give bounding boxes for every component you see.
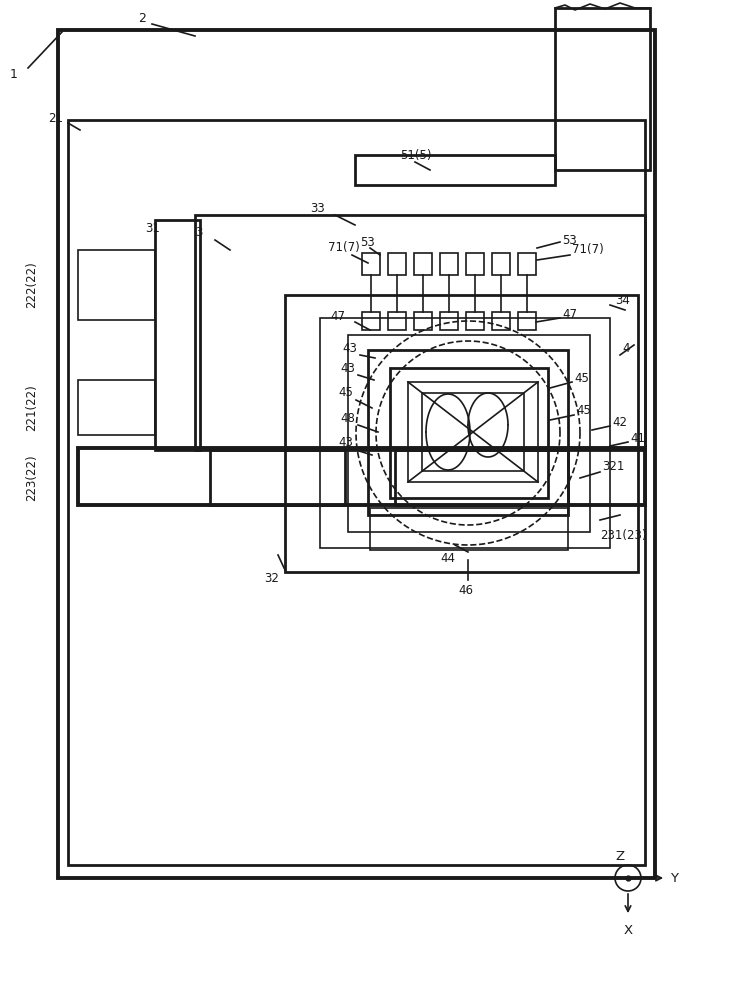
Bar: [78, 380, 155, 435]
Text: 71(7): 71(7): [328, 241, 360, 254]
Bar: [440, 312, 458, 330]
Bar: [195, 215, 645, 450]
Bar: [362, 312, 380, 330]
Text: 43: 43: [342, 342, 357, 355]
Text: 21: 21: [48, 111, 63, 124]
Bar: [408, 382, 538, 482]
Text: 45: 45: [576, 403, 591, 416]
Bar: [348, 335, 590, 532]
Bar: [78, 250, 155, 320]
Bar: [320, 318, 610, 548]
Text: 53: 53: [360, 235, 374, 248]
Text: 4: 4: [622, 342, 629, 355]
Text: X: X: [623, 924, 633, 936]
Bar: [414, 312, 432, 330]
Text: 42: 42: [612, 416, 627, 428]
Text: 223(22): 223(22): [26, 455, 39, 501]
Bar: [395, 450, 568, 505]
Bar: [370, 508, 568, 550]
Bar: [492, 312, 510, 330]
Text: 32: 32: [264, 572, 279, 584]
Text: 34: 34: [615, 294, 630, 306]
Bar: [555, 8, 650, 170]
Text: 3: 3: [195, 226, 202, 238]
Text: 43: 43: [340, 361, 355, 374]
Text: 71(7): 71(7): [572, 243, 604, 256]
Bar: [362, 253, 380, 275]
Text: 321: 321: [602, 460, 624, 473]
Text: 45: 45: [338, 386, 353, 399]
Bar: [466, 312, 484, 330]
Text: 51(5): 51(5): [400, 148, 431, 161]
Text: 1: 1: [10, 68, 18, 82]
Text: 31: 31: [145, 222, 160, 234]
Bar: [210, 450, 345, 505]
Text: 48: 48: [340, 412, 355, 424]
Text: 2: 2: [138, 11, 146, 24]
Bar: [388, 253, 406, 275]
Bar: [414, 253, 432, 275]
Text: Z: Z: [615, 850, 625, 862]
Text: 33: 33: [310, 202, 325, 215]
Bar: [368, 350, 568, 515]
Bar: [518, 253, 536, 275]
Bar: [285, 295, 638, 572]
Bar: [355, 155, 555, 185]
Text: 46: 46: [458, 584, 473, 596]
Text: 47: 47: [562, 308, 577, 320]
Text: 231(23): 231(23): [600, 528, 647, 542]
Text: 222(22): 222(22): [26, 262, 39, 308]
Text: 47: 47: [330, 310, 345, 322]
Text: 221(22): 221(22): [26, 385, 39, 431]
Bar: [155, 220, 200, 450]
Bar: [58, 30, 655, 878]
Bar: [68, 120, 645, 865]
Text: 43: 43: [338, 436, 353, 450]
Text: 53: 53: [562, 233, 577, 246]
Bar: [78, 448, 645, 505]
Bar: [466, 253, 484, 275]
Bar: [388, 312, 406, 330]
Text: Y: Y: [670, 871, 678, 884]
Bar: [492, 253, 510, 275]
Text: 41: 41: [630, 432, 645, 444]
Text: 45: 45: [574, 371, 589, 384]
Bar: [440, 253, 458, 275]
Bar: [518, 312, 536, 330]
Text: 44: 44: [440, 552, 455, 564]
Bar: [422, 393, 524, 471]
Bar: [390, 368, 548, 498]
